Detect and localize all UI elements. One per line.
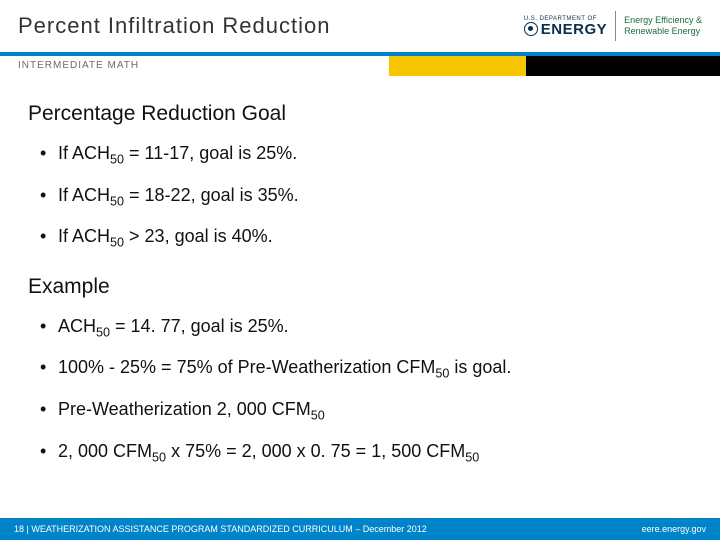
slide-title: Percent Infiltration Reduction <box>18 13 524 39</box>
bullet-item: 2, 000 CFM50 x 75% = 2, 000 x 0. 75 = 1,… <box>40 432 692 474</box>
bullet-item: ACH50 = 14. 77, goal is 25%. <box>40 307 692 349</box>
bullet-item: 100% - 25% = 75% of Pre-Weatherization C… <box>40 348 692 390</box>
section2-list: ACH50 = 14. 77, goal is 25%.100% - 25% =… <box>40 307 692 473</box>
section2-heading: Example <box>28 275 692 299</box>
doe-energy-word: ENERGY <box>541 22 607 37</box>
eere-line1: Energy Efficiency & <box>624 15 702 26</box>
subband-black <box>526 56 720 76</box>
content: Percentage Reduction Goal If ACH50 = 11-… <box>0 76 720 473</box>
footer: 18 | WEATHERIZATION ASSISTANCE PROGRAM S… <box>0 518 720 540</box>
header: Percent Infiltration Reduction U.S. DEPA… <box>0 0 720 56</box>
bullet-item: Pre-Weatherization 2, 000 CFM50 <box>40 390 692 432</box>
subband: INTERMEDIATE MATH <box>0 56 720 76</box>
section1-heading: Percentage Reduction Goal <box>28 102 692 126</box>
footer-right: eere.energy.gov <box>642 524 706 534</box>
eere-line2: Renewable Energy <box>624 26 702 37</box>
eere-logo: Energy Efficiency & Renewable Energy <box>624 15 702 37</box>
bullet-item: If ACH50 > 23, goal is 40%. <box>40 217 692 259</box>
doe-ring-icon <box>524 22 538 36</box>
energy-logo: U.S. DEPARTMENT OF ENERGY Energy Efficie… <box>524 11 702 41</box>
subband-gold <box>389 56 526 76</box>
bullet-item: If ACH50 = 18-22, goal is 35%. <box>40 176 692 218</box>
logo-divider <box>615 11 616 41</box>
footer-left: 18 | WEATHERIZATION ASSISTANCE PROGRAM S… <box>14 524 427 534</box>
section1-list: If ACH50 = 11-17, goal is 25%.If ACH50 =… <box>40 134 692 259</box>
subband-label: INTERMEDIATE MATH <box>0 56 389 76</box>
doe-logo: U.S. DEPARTMENT OF ENERGY <box>524 16 607 37</box>
doe-big-text: ENERGY <box>524 22 607 37</box>
bullet-item: If ACH50 = 11-17, goal is 25%. <box>40 134 692 176</box>
